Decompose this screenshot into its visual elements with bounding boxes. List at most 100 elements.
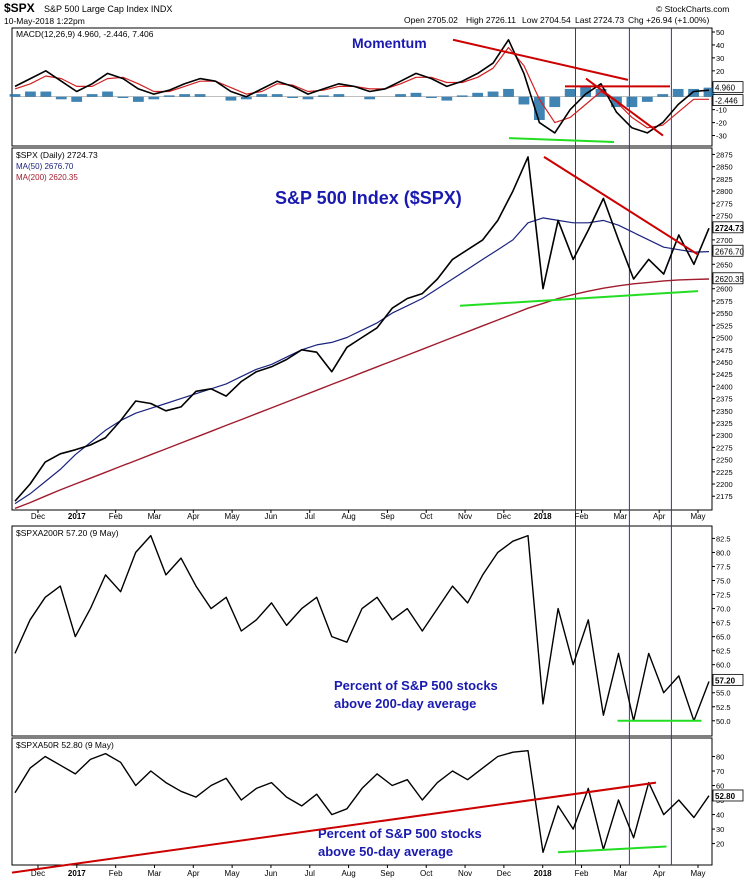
price-x-tick-label: Mar [613,512,627,521]
price-x-tick-label: Dec [497,512,511,521]
macd-red-trendline [452,38,629,81]
macd-histogram-bar [395,94,406,97]
price-x-tick-label: Mar [148,512,162,521]
price-x-tick-label: Apr [187,512,200,521]
above50-x-tick-label: Feb [575,869,589,878]
above200-y-tick-label: 72.5 [716,591,731,600]
price-y-tick-label: 2775 [716,199,733,208]
above50-x-tick-label: 2017 [68,869,86,878]
ma50-line [14,217,710,505]
above50-legend: $SPXA50R 52.80 (9 May) [16,740,114,750]
macd-histogram-bar [25,91,36,97]
price-y-tick-label: 2550 [716,309,733,318]
price-y-tick-label: 2825 [716,175,733,184]
price-x-tick-label: Aug [341,512,355,521]
macd-histogram-bar [102,91,113,97]
macd-legend: MACD(12,26,9) 4.960, -2.446, 7.406 [16,29,154,39]
price-x-tick-label: Feb [575,512,589,521]
above200-y-tick-label: 80.0 [716,548,731,557]
price-y-tick-label: 2750 [716,211,733,220]
chart-marks: 50403020100-10-20-304.960-2.446287528502… [9,28,744,878]
price-y-tick-label: 2800 [716,187,733,196]
macd-histogram-bar [132,96,144,102]
price-y-tick-label: 2375 [716,395,733,404]
macd-y-tick-label: -10 [716,106,727,115]
macd-histogram-bar [318,95,329,97]
last-label: Last 2724.73 [575,15,624,25]
price-y-tick-label: 2650 [716,260,733,269]
macd-histogram-bar [117,96,129,98]
price-y-tick-label: 2600 [716,285,733,294]
macd-red-falling-line [585,77,664,137]
above50-last-value-label: 52.80 [715,792,736,801]
price-y-tick-label: 2850 [716,163,733,172]
spx-last-value-label-box [712,221,744,234]
macd-histogram-bar [441,96,453,101]
above200-y-tick-label: 52.5 [716,703,731,712]
above200-legend: $SPXA200R 57.20 (9 May) [16,528,119,538]
price-panel-frame [11,147,713,511]
price-x-tick-label: May [225,512,240,521]
above200-annotation-2: above 200-day average [334,696,476,711]
price-y-tick-label: 2700 [716,236,733,245]
above50-y-tick-label: 80 [716,753,724,762]
index-name-label: S&P 500 Large Cap Index INDX [44,4,172,14]
price-y-tick-label: 2225 [716,468,733,477]
macd-histogram-bar [503,88,514,97]
ma200-value-label-box [712,272,744,285]
price-legend-ma200: MA(200) 2620.35 [16,173,78,182]
above50-x-tick-label: Dec [497,869,511,878]
price-x-tick-label: 2018 [534,512,552,521]
above200-annotation-1: Percent of S&P 500 stocks [334,678,498,693]
macd-histogram-bar [426,96,437,98]
macd-histogram-bar [456,95,468,97]
macd-histogram-bar [163,95,175,97]
macd-histogram-bar [518,96,530,105]
price-legend-spx: $SPX (Daily) 2724.73 [16,150,98,160]
above50-x-tick-label: Aug [341,869,355,878]
above50-y-tick-label: 20 [716,840,724,849]
macd-histogram-bar [472,92,484,97]
open-label: Open 2705.02 [404,15,458,25]
macd-signal-line [14,46,709,129]
macd-histogram-bar [9,94,21,97]
change-label: Chg +26.94 (+1.00%) [628,15,709,25]
price-x-tick-label: Jun [264,512,277,521]
above200-y-tick-label: 65.0 [716,633,731,642]
price-y-tick-label: 2300 [716,431,733,440]
above50-annotation-2: above 50-day average [318,844,453,859]
macd-histogram-bar [40,91,52,97]
above50-y-tick-label: 30 [716,825,724,834]
above50-x-tick-label: Mar [148,869,162,878]
macd-histogram-bar [225,96,237,101]
price-y-tick-label: 2525 [716,321,733,330]
price-y-tick-label: 2450 [716,358,733,367]
above50-y-tick-label: 60 [716,782,724,791]
price-y-tick-label: 2200 [716,480,733,489]
price-x-tick-label: Feb [109,512,123,521]
macd-y-tick-label: -20 [716,119,727,128]
macd-histogram-bar [364,96,376,100]
above200-y-tick-label: 77.5 [716,562,731,571]
macd-histogram-bar [256,94,268,97]
above50-x-tick-label: Jun [264,869,277,878]
ma200-line [14,278,710,510]
above50-x-tick-label: Feb [109,869,123,878]
price-y-tick-label: 2575 [716,297,733,306]
above200-y-tick-label: 50.0 [716,717,731,726]
macd-histogram-bar [194,94,206,97]
macd-histogram-bar [564,88,576,97]
macd-histogram-bar [86,94,98,97]
above50-x-tick-label: May [225,869,240,878]
source-label: © StockCharts.com [656,4,729,14]
above50-x-tick-label: Apr [187,869,200,878]
macd-y-tick-label: 50 [716,28,724,37]
ma50-value-label-box [712,244,744,257]
datetime-label: 10-May-2018 1:22pm [4,16,85,26]
price-title: S&P 500 Index ($SPX) [275,188,462,208]
macd-signal-value-label: -2.446 [715,97,738,106]
above50-x-tick-label: Apr [653,869,666,878]
macd-y-tick-label: -30 [716,132,727,141]
above200-y-tick-label: 60.0 [716,661,731,670]
above50-annotation-1: Percent of S&P 500 stocks [318,826,482,841]
